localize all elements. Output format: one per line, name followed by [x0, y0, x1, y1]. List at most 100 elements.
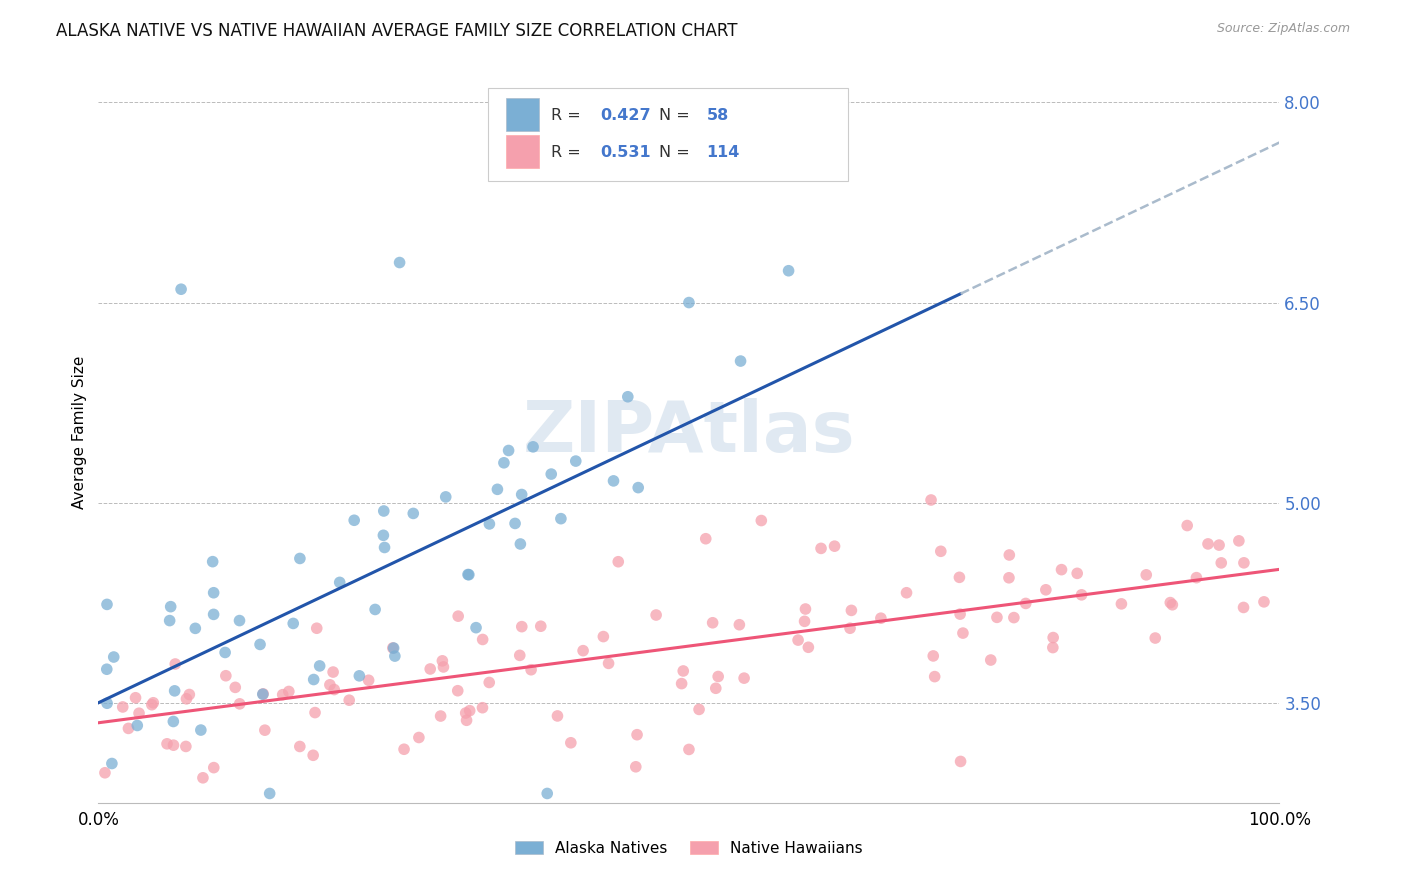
Point [1208, 538, 1230, 552]
Point [1135, 567, 1157, 582]
Point [1161, 598, 1184, 612]
Point [202, 761, 225, 775]
Point [728, 617, 751, 632]
Point [471, 632, 494, 647]
Point [283, 616, 305, 631]
Point [184, 621, 207, 635]
Point [224, 681, 246, 695]
Point [215, 669, 238, 683]
Point [509, 648, 531, 663]
Point [349, 669, 371, 683]
Point [948, 570, 970, 584]
Point [492, 456, 515, 470]
Point [678, 742, 700, 756]
Point [432, 654, 454, 668]
Point [949, 607, 972, 621]
Point [1185, 571, 1208, 585]
Point [560, 736, 582, 750]
Point [357, 673, 380, 688]
FancyBboxPatch shape [488, 88, 848, 181]
Point [163, 683, 186, 698]
Point [688, 702, 710, 716]
Point [592, 630, 614, 644]
Point [392, 742, 415, 756]
Point [522, 440, 544, 454]
Point [617, 390, 640, 404]
Point [797, 640, 820, 655]
Point [602, 474, 624, 488]
Point [1070, 588, 1092, 602]
Point [1197, 537, 1219, 551]
Point [702, 615, 724, 630]
Point [498, 443, 520, 458]
Point [998, 571, 1021, 585]
Point [671, 676, 693, 690]
Point [159, 614, 181, 628]
Point [343, 513, 366, 527]
Point [486, 483, 509, 497]
Point [986, 610, 1008, 624]
Point [202, 607, 225, 622]
Point [1111, 597, 1133, 611]
Point [1050, 563, 1073, 577]
Point [384, 649, 406, 664]
Point [695, 532, 717, 546]
Point [1175, 518, 1198, 533]
Point [124, 690, 146, 705]
Point [305, 621, 328, 635]
Point [1159, 596, 1181, 610]
Point [277, 684, 299, 698]
Text: ALASKA NATIVE VS NATIVE HAWAIIAN AVERAGE FAMILY SIZE CORRELATION CHART: ALASKA NATIVE VS NATIVE HAWAIIAN AVERAGE… [56, 22, 738, 40]
Point [598, 657, 620, 671]
Point [337, 693, 360, 707]
Point [793, 615, 815, 629]
Point [329, 575, 352, 590]
Point [503, 516, 526, 531]
Point [1035, 582, 1057, 597]
Point [546, 709, 568, 723]
Point [419, 662, 441, 676]
Point [810, 541, 832, 556]
Point [787, 633, 810, 648]
Text: N =: N = [659, 145, 696, 160]
Point [678, 295, 700, 310]
Point [142, 696, 165, 710]
Point [794, 602, 817, 616]
Point [252, 687, 274, 701]
Text: N =: N = [659, 108, 696, 122]
Text: 0.427: 0.427 [600, 108, 651, 122]
Point [839, 621, 862, 635]
Point [429, 709, 451, 723]
Point [929, 544, 952, 558]
Point [1227, 533, 1250, 548]
Point [1042, 640, 1064, 655]
Point [540, 467, 562, 481]
Point [162, 714, 184, 729]
Point [308, 659, 330, 673]
Point [998, 548, 1021, 562]
Point [214, 645, 236, 659]
Point [323, 682, 346, 697]
Point [1232, 600, 1254, 615]
Point [509, 537, 531, 551]
Point [432, 660, 454, 674]
Point [434, 490, 457, 504]
Point [1066, 566, 1088, 581]
Point [457, 567, 479, 582]
Point [454, 706, 477, 720]
Point [111, 700, 134, 714]
Point [302, 673, 325, 687]
Point [117, 722, 139, 736]
Point [288, 551, 311, 566]
Point [778, 264, 800, 278]
Point [980, 653, 1002, 667]
Point [478, 675, 501, 690]
Point [408, 731, 430, 745]
Point [302, 748, 325, 763]
Point [156, 737, 179, 751]
Point [252, 687, 274, 701]
Point [924, 670, 946, 684]
Point [733, 671, 755, 685]
Point [530, 619, 553, 633]
Point [922, 648, 945, 663]
